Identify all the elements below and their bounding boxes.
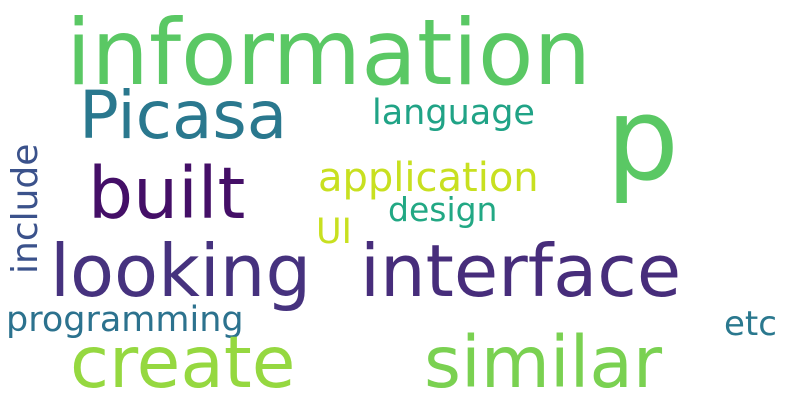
word-information: information	[66, 1, 592, 106]
word-programming: programming	[6, 300, 244, 340]
word-design: design	[388, 190, 498, 229]
word-interface: interface	[360, 229, 682, 313]
word-similar: similar	[424, 321, 663, 400]
word-application: application	[318, 155, 539, 201]
word-p: p	[606, 73, 679, 207]
word-built: built	[88, 152, 246, 235]
word-create: create	[70, 321, 296, 400]
word-language: language	[372, 93, 535, 133]
word-picasa: Picasa	[79, 77, 288, 154]
word-include: include	[5, 143, 46, 274]
word-ui: UI	[316, 212, 352, 252]
word-etc: etc	[724, 304, 777, 344]
word-looking: looking	[50, 229, 312, 313]
